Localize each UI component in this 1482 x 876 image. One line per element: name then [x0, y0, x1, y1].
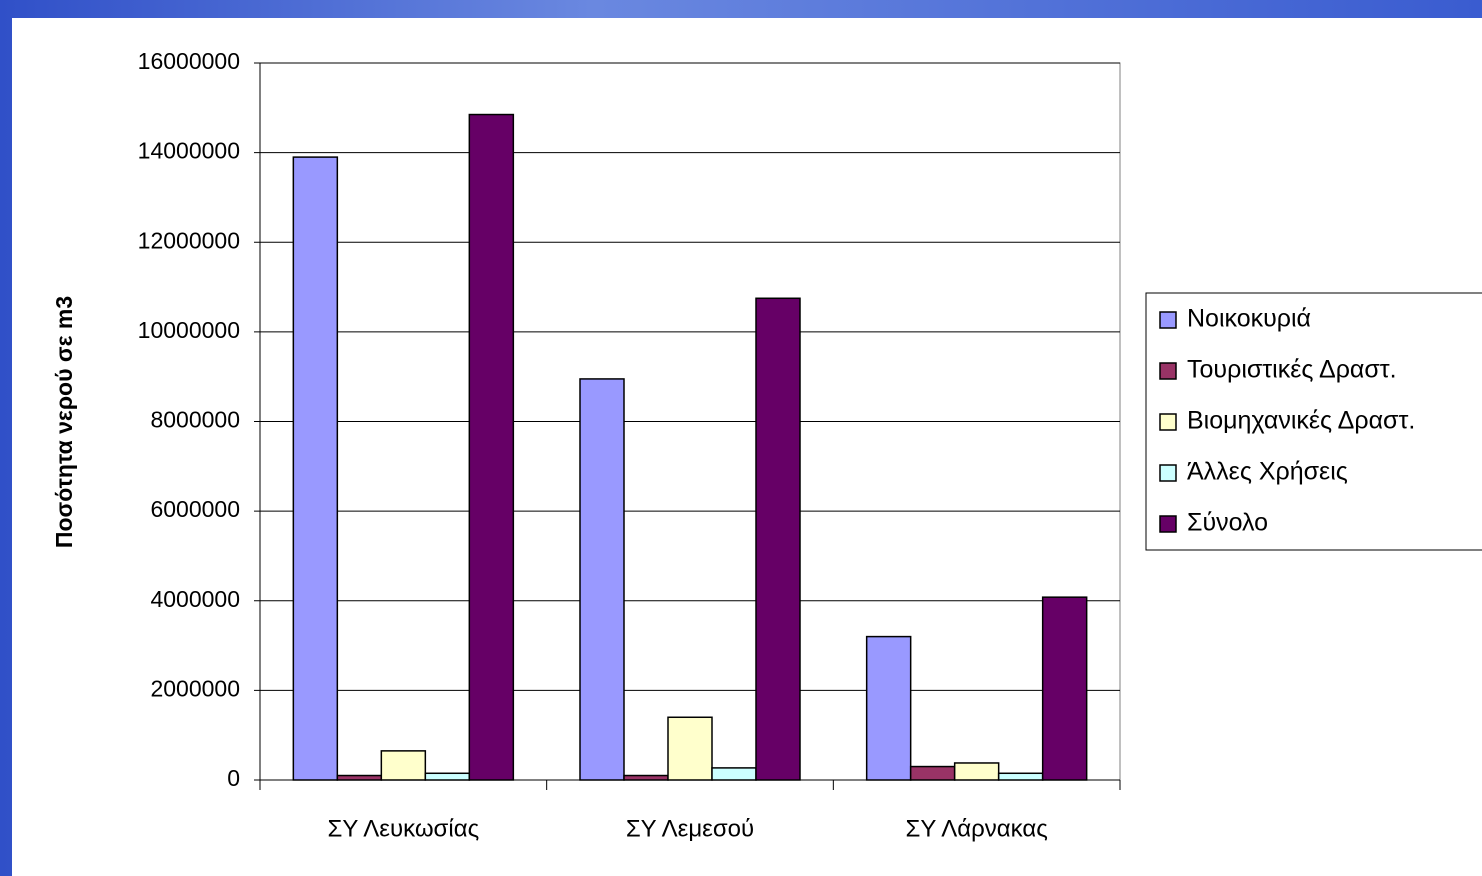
- legend-swatch: [1159, 362, 1177, 380]
- y-axis-title: Ποσότητα νερού σε m3: [51, 296, 77, 548]
- y-tick-label: 12000000: [138, 227, 240, 253]
- legend-label: Νοικοκυριά: [1187, 305, 1311, 333]
- bar: [579, 378, 625, 781]
- y-tick-label: 6000000: [150, 496, 240, 522]
- x-tick-label: ΣΥ Λάρνακας: [905, 815, 1047, 842]
- y-tick-label: 0: [227, 765, 240, 791]
- bar: [380, 750, 427, 781]
- x-tick-label: ΣΥ Λευκωσίας: [328, 815, 480, 842]
- legend-box: [1145, 292, 1482, 551]
- legend-swatch: [1159, 413, 1177, 431]
- bar: [953, 762, 1000, 781]
- bar: [424, 772, 471, 781]
- x-tick-label: ΣΥ Λεμεσού: [626, 815, 754, 842]
- legend-swatch: [1159, 515, 1177, 533]
- y-tick-label: 4000000: [150, 586, 240, 612]
- legend-label: Άλλες Χρήσεις: [1187, 458, 1348, 486]
- bar: [711, 767, 757, 781]
- legend-label: Βιομηχανικές Δραστ.: [1187, 407, 1415, 435]
- y-tick-label: 14000000: [138, 138, 240, 164]
- legend-swatch: [1159, 311, 1177, 329]
- y-tick-label: 8000000: [150, 407, 240, 433]
- bar: [292, 156, 339, 781]
- bar: [1041, 596, 1088, 781]
- legend-swatch: [1159, 464, 1177, 482]
- bar: [667, 716, 713, 781]
- bar: [468, 113, 515, 781]
- legend-label: Σύνολο: [1187, 509, 1268, 537]
- y-tick-label: 2000000: [150, 675, 240, 701]
- legend-label: Τουριστικές Δραστ.: [1187, 356, 1397, 384]
- y-tick-label: 10000000: [138, 317, 240, 343]
- bar: [909, 765, 956, 781]
- bar: [623, 774, 669, 781]
- bar: [865, 635, 912, 781]
- y-tick-label: 16000000: [138, 48, 240, 74]
- bar: [755, 297, 801, 781]
- bar: [336, 774, 383, 781]
- bar: [997, 772, 1044, 781]
